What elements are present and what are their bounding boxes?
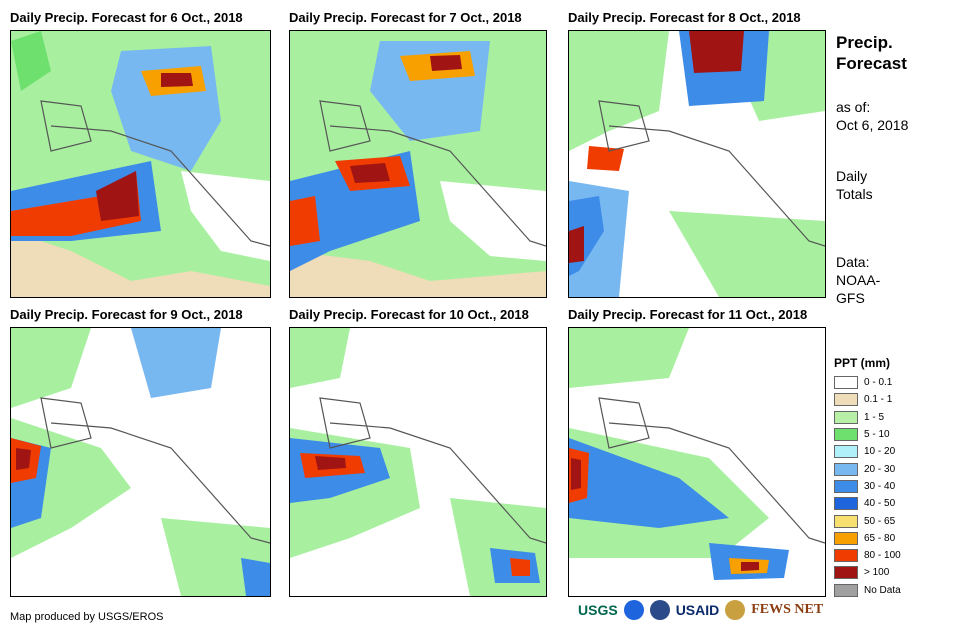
side-data-line1: Data: [836,254,870,270]
legend-item: 65 - 80 [834,530,901,547]
side-totals-line1: Daily [836,168,868,184]
legend-item: 1 - 5 [834,409,901,426]
legend-item: No Data [834,582,901,599]
map-11oct [568,327,826,597]
legend-label: 40 - 50 [864,498,896,510]
legend-swatch [834,410,858,424]
legend-label: 20 - 30 [864,463,896,475]
panel-title-7oct: Daily Precip. Forecast for 7 Oct., 2018 [289,10,522,25]
side-title-line2: Forecast [836,54,907,73]
legend-label: 1 - 5 [864,411,885,423]
legend-swatch [834,376,858,390]
legend-swatch [834,531,858,545]
panel-title-9oct: Daily Precip. Forecast for 9 Oct., 2018 [10,307,243,322]
legend-label: 50 - 65 [864,515,896,527]
legend-label: No Data [864,584,901,596]
map-9oct [10,327,271,597]
legend-label: 10 - 20 [864,446,896,458]
noaa-logo-icon [623,600,644,620]
panel-title-11oct: Daily Precip. Forecast for 11 Oct., 2018 [568,307,808,322]
side-asof-date: Oct 6, 2018 [836,117,909,133]
legend-label: > 100 [864,567,890,579]
fews-net-logo: FEWS NET [751,602,824,617]
legend-title: PPT (mm) [834,356,891,370]
map-7oct [289,30,547,298]
side-asof-label: as of: [836,99,871,115]
legend-item: 40 - 50 [834,495,901,512]
legend-swatch [834,462,858,476]
legend-item: 0 - 0.1 [834,374,901,391]
logo-strip: USGS USAID FEWS NET [578,600,823,620]
legend-item: 50 - 65 [834,512,901,529]
legend: PPT (mm) 0 - 0.1 0.1 - 1 1 - 5 5 - 10 10 - 2… [834,356,901,599]
legend-item: 80 - 100 [834,547,901,564]
side-totals-line2: Totals [836,186,873,202]
fews-globe-icon [725,600,746,620]
legend-rows: 0 - 0.1 0.1 - 1 1 - 5 5 - 10 10 - 20 20 - 30 3… [834,374,901,599]
legend-swatch [834,583,858,597]
legend-swatch [834,445,858,459]
legend-label: 30 - 40 [864,480,896,492]
legend-item: 0.1 - 1 [834,391,901,408]
legend-label: 0 - 0.1 [864,377,893,389]
credit-text: Map produced by USGS/EROS [10,611,164,623]
panel-title-10oct: Daily Precip. Forecast for 10 Oct., 2018 [289,307,529,322]
usgs-logo: USGS [578,602,618,618]
legend-item: 5 - 10 [834,426,901,443]
legend-swatch [834,479,858,493]
legend-label: 0.1 - 1 [864,394,893,406]
legend-label: 80 - 100 [864,550,901,562]
legend-swatch [834,514,858,528]
usaid-logo: USAID [675,602,720,618]
map-8oct [568,30,826,298]
legend-item: > 100 [834,564,901,581]
panel-title-6oct: Daily Precip. Forecast for 6 Oct., 2018 [10,10,243,25]
legend-swatch [834,428,858,442]
legend-item: 30 - 40 [834,478,901,495]
map-10oct [289,327,547,597]
side-data-line2: NOAA- [836,272,881,288]
legend-item: 10 - 20 [834,443,901,460]
panel-title-8oct: Daily Precip. Forecast for 8 Oct., 2018 [568,10,801,25]
legend-swatch [834,549,858,563]
legend-swatch [834,497,858,511]
legend-swatch [834,393,858,407]
legend-label: 5 - 10 [864,429,890,441]
nasa-logo-icon [649,600,670,620]
side-data-line3: GFS [836,290,865,306]
legend-item: 20 - 30 [834,460,901,477]
side-title-line1: Precip. [836,33,893,52]
legend-swatch [834,566,858,580]
legend-label: 65 - 80 [864,532,896,544]
map-6oct [10,30,271,298]
